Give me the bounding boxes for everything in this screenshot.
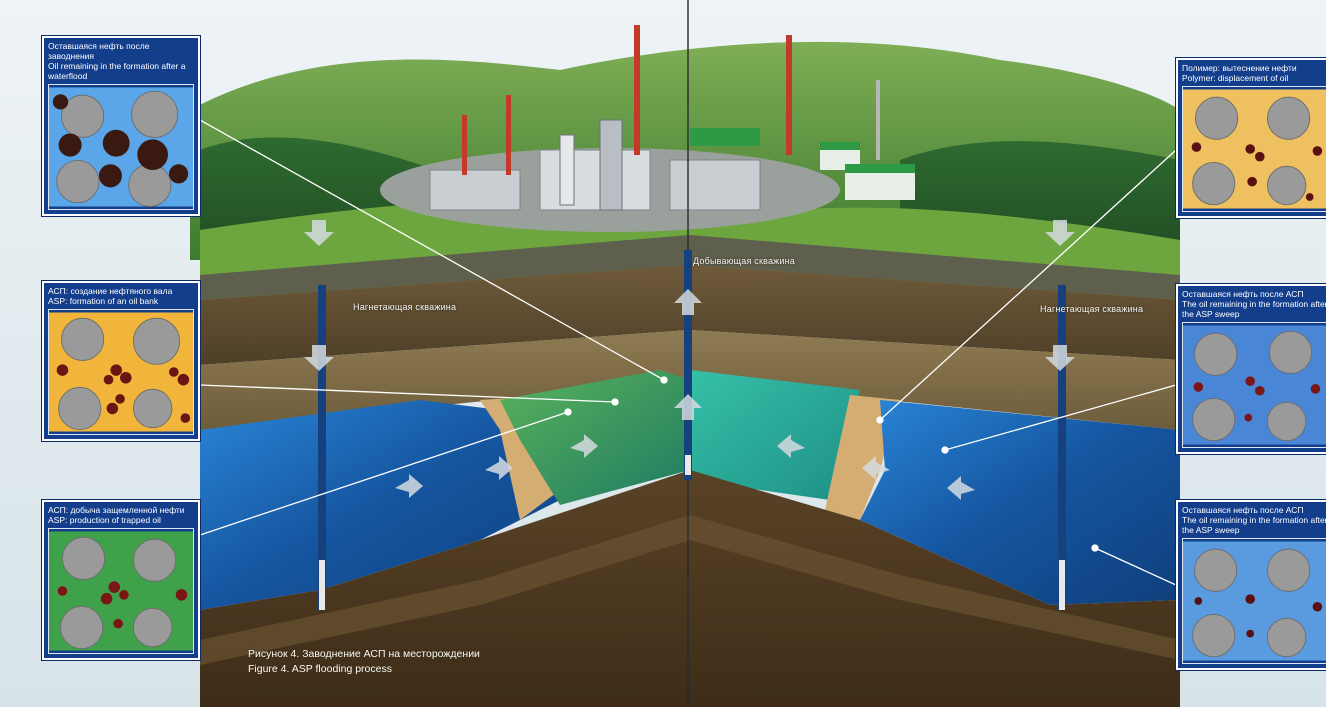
arrow-left-icon bbox=[777, 434, 805, 458]
pore-scale-image-after-asp bbox=[1182, 538, 1326, 664]
panel-polymer: Полимер: вытеснение нефти Polymer: displ… bbox=[1176, 58, 1326, 218]
arrow-down-icon bbox=[1045, 220, 1075, 246]
panel-title-ru: Полимер: вытеснение нефти bbox=[1182, 63, 1297, 73]
pore-scale-image-oil-bank bbox=[48, 309, 194, 435]
arrow-right-icon bbox=[395, 474, 423, 498]
arrow-right-icon bbox=[485, 456, 513, 480]
panel-title-en: Oil remaining in the formation after a w… bbox=[48, 61, 186, 81]
surface-platform bbox=[200, 235, 1180, 300]
label-injection-well-left: Нагнетающая скважина bbox=[353, 302, 457, 312]
injection-well-right bbox=[1058, 285, 1066, 610]
pore-scale-image-water bbox=[48, 84, 194, 210]
panel-title-en: The oil remaining in the formation after… bbox=[1182, 299, 1326, 319]
pore-scale-image-trapped-oil bbox=[48, 528, 194, 654]
panel-oil-bank: АСП: создание нефтяного вала ASP: format… bbox=[42, 281, 200, 441]
reservoir-green-left bbox=[500, 370, 690, 505]
panel-title-en: The oil remaining in the formation after… bbox=[1182, 515, 1326, 535]
panel-title-ru: АСП: добыча защемленной нефти bbox=[48, 505, 185, 515]
panel-after-asp-2: Оставшаяся нефть после АСП The oil remai… bbox=[1176, 500, 1326, 670]
label-injection-well-right: Нагнетающая скважина bbox=[1040, 304, 1144, 314]
panel-after-waterflood: Оставшаяся нефть после заводнения Oil re… bbox=[42, 36, 200, 216]
arrow-left-icon bbox=[862, 456, 890, 480]
reservoir-water-right bbox=[860, 400, 1180, 605]
arrow-up-icon bbox=[674, 289, 702, 315]
arrow-down-icon bbox=[304, 345, 334, 371]
label-production-well: Добывающая скважина bbox=[693, 256, 795, 266]
panel-after-asp-1: Оставшаяся нефть после АСП The oil remai… bbox=[1176, 284, 1326, 454]
panel-title-ru: Оставшаяся нефть после заводнения bbox=[48, 41, 150, 61]
arrow-right-icon bbox=[570, 434, 598, 458]
arrow-left-icon bbox=[947, 476, 975, 500]
pore-scale-image-after-asp bbox=[1182, 322, 1326, 448]
arrow-down-icon bbox=[304, 220, 334, 246]
panel-title-en: Polymer: displacement of oil bbox=[1182, 73, 1289, 83]
panel-title-en: ASP: production of trapped oil bbox=[48, 515, 161, 525]
panel-title-ru: АСП: создание нефтяного вала bbox=[48, 286, 173, 296]
injection-well-left bbox=[318, 285, 326, 610]
deep-layer bbox=[200, 470, 1180, 707]
reservoir-sand-right bbox=[825, 395, 900, 520]
arrow-up-icon bbox=[674, 394, 702, 420]
reservoir-water-left bbox=[200, 400, 560, 610]
figure-caption: Рисунок 4. Заводнение АСП на месторожден… bbox=[248, 647, 480, 677]
production-well bbox=[684, 250, 692, 480]
arrow-down-icon bbox=[1045, 345, 1075, 371]
reservoir-teal-right bbox=[690, 370, 860, 500]
pore-scale-image-polymer bbox=[1182, 86, 1326, 212]
panel-title-ru: Оставшаяся нефть после АСП bbox=[1182, 505, 1304, 515]
panel-title-en: ASP: formation of an oil bank bbox=[48, 296, 159, 306]
flow-arrows bbox=[304, 220, 1075, 500]
leader-lines bbox=[199, 119, 1177, 586]
panel-title-ru: Оставшаяся нефть после АСП bbox=[1182, 289, 1304, 299]
panel-trapped-oil: АСП: добыча защемленной нефти ASP: produ… bbox=[42, 500, 200, 660]
processing-facility bbox=[380, 25, 915, 232]
caption-ru: Рисунок 4. Заводнение АСП на месторожден… bbox=[248, 648, 480, 660]
caption-en: Figure 4. ASP flooding process bbox=[248, 663, 392, 675]
